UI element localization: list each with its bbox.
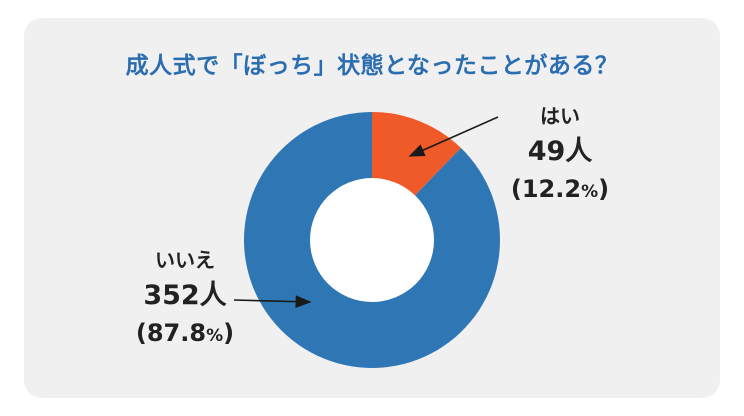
no-label-percent: (87.8%) [135, 319, 235, 347]
yes-arrow [408, 116, 499, 157]
no-label-count: 352人 [143, 280, 227, 311]
yes-label: はい 49人 (12.2%) [505, 106, 615, 201]
no-label-name: いいえ [155, 248, 215, 272]
yes-label-name: はい [540, 104, 580, 128]
no-arrow [233, 295, 312, 309]
chart-title: 成人式で「ぼっち」状態となったことがある？ [125, 53, 619, 79]
yes-label-count: 49人 [527, 136, 593, 167]
yes-label-percent: (12.2%) [510, 175, 610, 203]
no-label: いいえ 352人 (87.8%) [120, 250, 250, 345]
donut-hole [310, 178, 434, 302]
